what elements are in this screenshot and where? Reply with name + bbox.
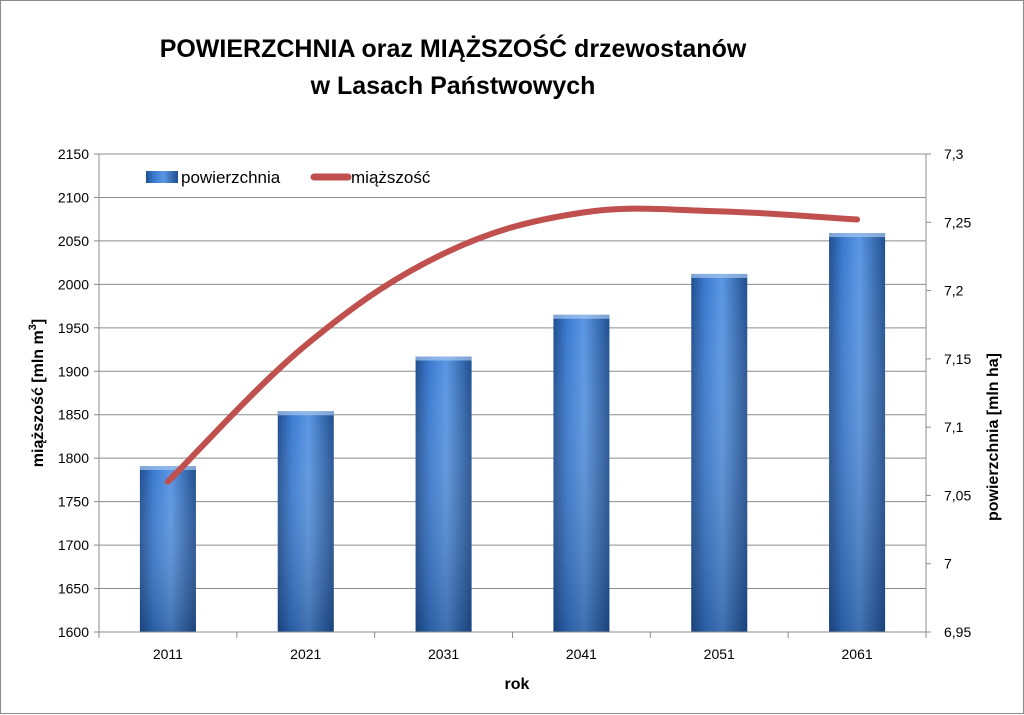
legend-swatch-powierzchnia [146,171,178,183]
x-tick-label: 2061 [842,646,873,662]
x-axis-ticks: 2011 2021 2031 2041 2051 2061 [99,632,926,662]
bar-shade [553,315,609,632]
y-left-tick-label: 2050 [58,233,89,249]
y-left-tick-label: 1850 [58,407,89,423]
y-left-tick-label: 2100 [58,189,89,205]
y-right-tick-label: 7,05 [944,487,971,503]
y-axis-left-title: miąższość [mln m3] [27,319,47,467]
bar-shade [140,466,196,632]
chart-title-line-2: w Lasach Państwowych [310,72,596,100]
bar-series-powierzchnia [140,233,885,632]
y-left-tick-label: 1800 [58,450,89,466]
legend: powierzchnia miąższość [146,168,431,187]
y-axis-right-ticks: 6,95 7 7,05 7,1 7,15 7,2 7,25 7,3 [926,146,971,640]
y-axis-left-ticks: 1600 1650 1700 1750 1800 1850 1900 1950 2000 2050… [58,146,99,640]
y-left-tick-label: 1750 [58,494,89,510]
bar-top [278,411,334,415]
chart-title-line-1: POWIERZCHNIA oraz MIĄŻSZOŚĆ drzewostanów [160,33,747,63]
line-series-miazszosc [168,209,857,482]
y-left-tick-label: 1900 [58,363,89,379]
y-right-tick-label: 7,25 [944,214,971,230]
y-right-tick-label: 7,2 [944,283,964,299]
y-left-tick-label: 2150 [58,146,89,162]
y-right-tick-label: 7,15 [944,351,971,367]
y-left-tick-label: 1650 [58,581,89,597]
y-left-tick-label: 1600 [58,624,89,640]
legend-label-miazszosc: miąższość [351,168,431,187]
y-left-tick-label: 2000 [58,276,89,292]
legend-label-powierzchnia: powierzchnia [181,168,281,187]
y-left-tick-label: 1700 [58,537,89,553]
y-axis-right-title: powierzchnia [mln ha] [985,353,1002,521]
gridlines [99,154,926,589]
bar-top [416,356,472,360]
y-right-tick-label: 7,3 [944,146,964,162]
x-axis-title: rok [505,676,530,693]
bar-top [140,466,196,470]
bar-top [691,274,747,278]
y-right-tick-label: 7,1 [944,419,964,435]
bar-shade [691,274,747,632]
y-right-tick-label: 7 [944,556,952,572]
x-tick-label: 2041 [566,646,597,662]
bar-shade [416,356,472,632]
x-tick-label: 2051 [704,646,735,662]
y-right-tick-label: 6,95 [944,624,971,640]
y-left-tick-label: 1950 [58,320,89,336]
x-tick-label: 2011 [153,646,183,662]
bar-top [829,233,885,237]
bar-shade [829,233,885,632]
bar-top [553,315,609,319]
line-miazszosc [168,209,857,482]
bar-shade [278,411,334,632]
x-tick-label: 2031 [428,646,459,662]
x-tick-label: 2021 [290,646,321,662]
